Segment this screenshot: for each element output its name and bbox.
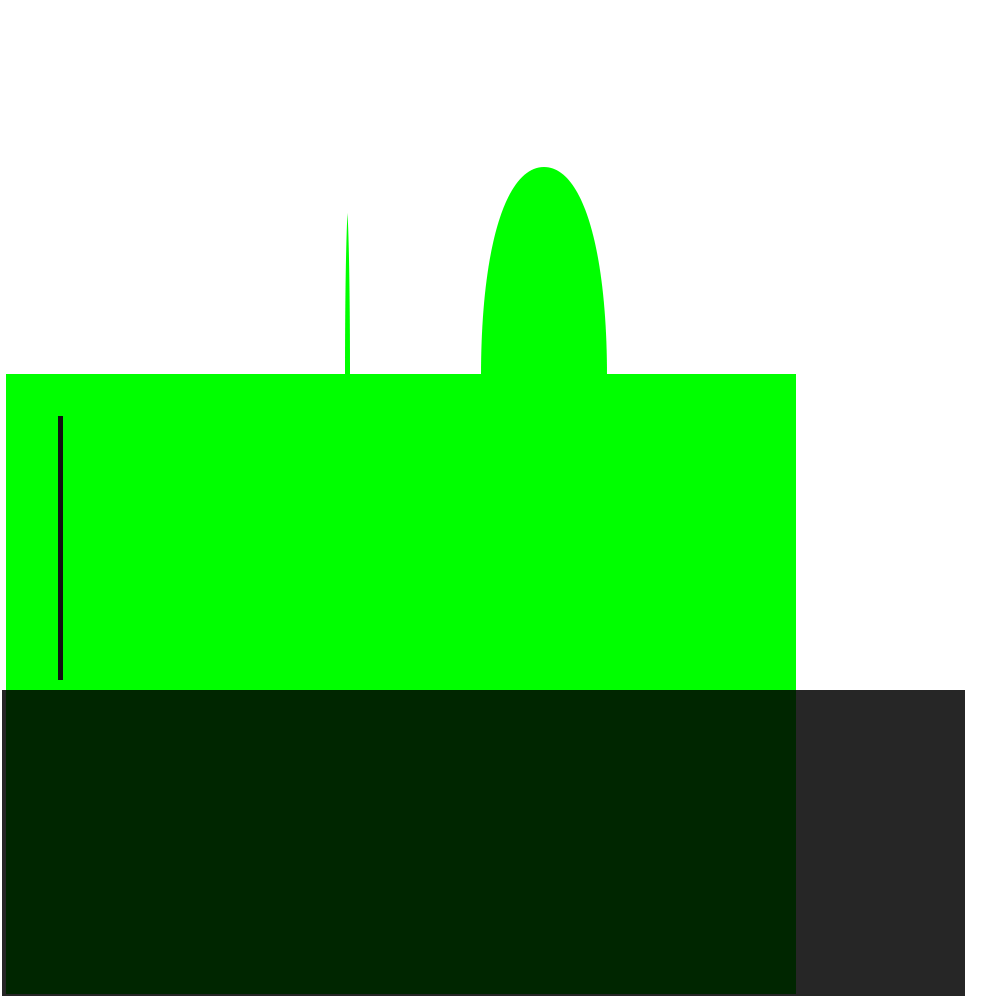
- dark-translucent-rectangle: [2, 690, 965, 996]
- black-vertical-line: [58, 416, 63, 680]
- green-spike: [345, 213, 350, 376]
- green-dome: [481, 167, 607, 376]
